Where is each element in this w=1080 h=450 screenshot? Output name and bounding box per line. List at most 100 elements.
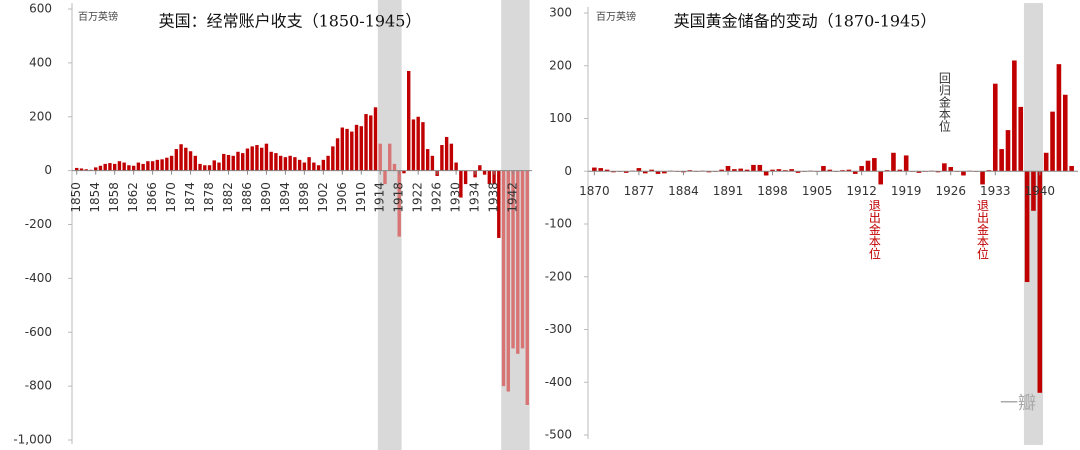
bar	[245, 148, 250, 171]
bar	[217, 162, 221, 171]
bar	[354, 124, 359, 171]
bar	[359, 126, 363, 171]
bar	[165, 157, 169, 171]
watermark: 一瓣	[1000, 393, 1036, 414]
bar	[516, 170, 520, 354]
bar	[131, 165, 136, 171]
bar	[1056, 64, 1062, 172]
unit-label: 百万英镑	[596, 10, 636, 23]
bar	[1050, 111, 1055, 172]
bar	[236, 151, 240, 171]
x-tick-label: 1898	[297, 182, 311, 213]
bar	[297, 159, 302, 171]
bar	[103, 163, 107, 171]
y-tick-label: 300	[549, 6, 572, 20]
y-tick-label: -800	[25, 379, 52, 393]
bar	[478, 165, 482, 171]
y-tick-label: -500	[545, 428, 572, 442]
bar	[604, 169, 610, 172]
bar	[331, 146, 335, 171]
x-tick-label: 1894	[278, 182, 292, 213]
bar	[278, 155, 283, 171]
y-tick-label: -400	[545, 375, 572, 389]
x-tick-label: 1902	[316, 182, 330, 213]
bar	[827, 169, 833, 172]
x-tick-label: 1910	[354, 182, 368, 213]
x-tick-label: 1850	[69, 182, 83, 213]
x-tick-label: 1940	[1025, 184, 1056, 198]
bar	[1031, 171, 1036, 211]
y-tick-label: 0	[564, 164, 572, 178]
y-tick-label: -100	[545, 217, 572, 231]
x-tick-label: 1890	[259, 182, 273, 213]
y-tick-label: -400	[25, 271, 52, 285]
bar	[776, 169, 782, 172]
bar	[440, 145, 444, 171]
bar	[321, 159, 326, 171]
x-tick-label: 1914	[373, 182, 387, 213]
bar	[501, 170, 506, 387]
bar	[444, 136, 449, 171]
bar	[174, 149, 179, 171]
y-tick-label: 600	[29, 2, 52, 16]
bar	[179, 144, 183, 171]
bar	[999, 149, 1004, 172]
bar	[259, 147, 264, 171]
bar	[188, 151, 193, 171]
x-tick-label: 1926	[430, 182, 444, 213]
shaded-span	[501, 0, 530, 450]
bar	[146, 161, 150, 171]
bar	[288, 155, 292, 171]
bar	[383, 170, 387, 185]
bar	[316, 165, 321, 171]
bar	[846, 169, 852, 172]
bar	[416, 116, 420, 171]
bar	[611, 171, 616, 173]
bar	[840, 170, 845, 172]
bar	[655, 171, 661, 174]
x-tick-label: 1905	[802, 184, 833, 198]
bar	[255, 145, 259, 171]
bar	[1037, 171, 1043, 393]
bar	[487, 170, 492, 185]
bar	[763, 171, 769, 176]
bar	[184, 147, 188, 171]
bar	[79, 168, 84, 171]
bar	[340, 127, 345, 171]
bar	[127, 165, 131, 171]
bar	[302, 162, 307, 171]
bar	[283, 157, 288, 171]
bar	[203, 165, 207, 171]
bar	[795, 171, 801, 173]
x-tick-label: 1922	[411, 182, 425, 213]
x-tick-label: 1934	[468, 182, 482, 213]
bar	[878, 171, 884, 185]
bar	[636, 168, 642, 172]
bar	[662, 171, 667, 174]
x-tick-label: 1930	[449, 182, 463, 213]
bar	[241, 153, 245, 171]
bar	[1005, 130, 1011, 172]
y-tick-label: -300	[545, 322, 572, 336]
y-tick-label: 400	[29, 55, 52, 69]
x-tick-label: 1854	[88, 182, 102, 213]
bar	[719, 169, 724, 172]
bar	[84, 169, 88, 171]
bar	[948, 167, 954, 172]
bar	[411, 119, 416, 171]
bar	[312, 162, 316, 171]
x-tick-label: 1918	[392, 182, 406, 213]
y-tick-label: -600	[25, 325, 52, 339]
bar	[212, 160, 216, 171]
x-tick-label: 1870	[579, 184, 610, 198]
bar	[150, 161, 155, 171]
bar	[269, 151, 273, 171]
y-tick-label: 200	[549, 58, 572, 72]
bar	[789, 169, 794, 172]
bar	[992, 83, 998, 172]
bar	[421, 122, 425, 171]
bar	[497, 170, 501, 238]
bar	[865, 160, 871, 172]
bar	[155, 159, 160, 171]
bar	[369, 115, 373, 171]
